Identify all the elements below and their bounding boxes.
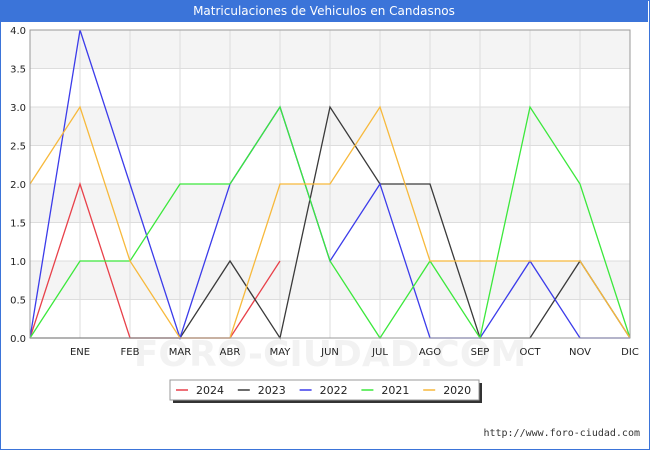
x-tick-label: AGO [419, 347, 441, 358]
legend-label-2023: 2023 [258, 384, 286, 397]
x-tick-label: NOV [569, 347, 591, 358]
chart-title: Matriculaciones de Vehiculos en Candasno… [0, 0, 648, 22]
x-tick-label: MAR [169, 347, 191, 358]
x-axis-ticks: ENE FEB MAR ABR MAY JUN JUL AGO SEP OCT NOV DIC [70, 347, 639, 358]
series-line-2020 [29, 105, 631, 339]
x-tick-label: JUL [371, 347, 388, 358]
y-tick-label: 3.5 [10, 65, 26, 76]
x-tick-label: ABR [220, 347, 241, 358]
legend: 2024 2023 2022 2021 2020 [169, 379, 482, 403]
y-tick-label: 2.0 [10, 180, 26, 191]
x-tick-label: FEB [121, 347, 140, 358]
x-tick-label: DIC [621, 347, 639, 358]
y-tick-label: 0.5 [10, 296, 26, 307]
x-tick-label: MAY [270, 347, 292, 358]
y-tick-label: 0.0 [10, 334, 26, 345]
legend-label-2022: 2022 [320, 384, 348, 397]
y-tick-label: 4.0 [10, 26, 26, 37]
x-tick-label: ENE [70, 347, 90, 358]
plot-border [29, 29, 631, 339]
x-tick-label: OCT [520, 347, 542, 358]
y-axis-ticks: 0.0 0.5 1.0 1.5 2.0 2.5 3.0 3.5 4.0 [10, 26, 26, 345]
y-tick-label: 3.0 [10, 103, 26, 114]
legend-label-2021: 2021 [381, 384, 409, 397]
series-lines [29, 29, 631, 341]
y-tick-label: 1.0 [10, 257, 26, 268]
legend-box [169, 379, 480, 401]
legend-label-2020: 2020 [443, 384, 471, 397]
watermark-text: FORO-CIUDAD.COM [134, 334, 526, 375]
source-url: http://www.foro-ciudad.com [483, 428, 640, 439]
y-tick-label: 2.5 [10, 142, 26, 153]
legend-label-2024: 2024 [196, 384, 224, 397]
x-tick-label: JUN [320, 347, 339, 358]
x-tick-label: SEP [471, 347, 490, 358]
y-tick-label: 1.5 [10, 219, 26, 230]
